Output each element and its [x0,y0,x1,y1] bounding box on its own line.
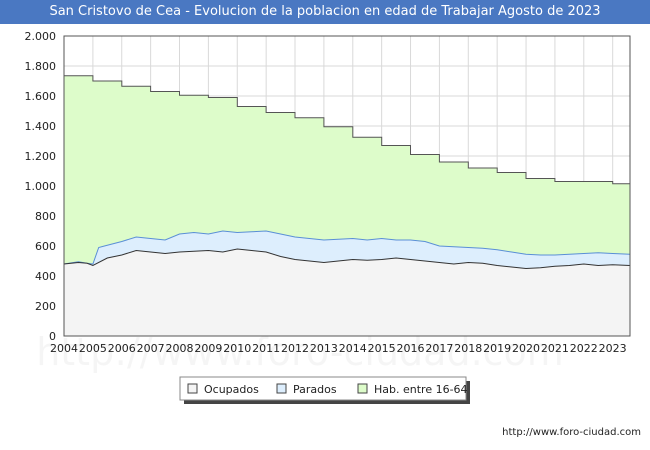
x-tick-label: 2007 [137,342,165,355]
y-tick-label: 1.000 [25,180,57,193]
x-tick-label: 2022 [570,342,598,355]
x-tick-label: 2021 [541,342,569,355]
plot-frame [63,35,631,337]
area-ocupados [64,249,630,336]
x-tick-label: 2009 [194,342,222,355]
y-tick-label: 1.200 [25,150,57,163]
x-tick-label: 2005 [79,342,107,355]
x-tick-label: 2006 [108,342,136,355]
legend-label-hab-entre-16-64: Hab. entre 16-64 [374,383,468,396]
y-tick-label: 2.000 [25,30,57,43]
footer-url: http://www.foro-ciudad.com [502,427,641,438]
x-tick-label: 2004 [50,342,78,355]
y-tick-label: 200 [35,300,56,313]
legend-box [179,376,467,401]
x-tick-label: 2012 [281,342,309,355]
legend-label-ocupados: Ocupados [204,383,259,396]
x-tick-label: 2010 [223,342,251,355]
axis-layer: 0 200 400 600 800 1.000 1.200 1.400 1.600 1.800 2.… [25,30,627,355]
y-tick-label: 1.600 [25,90,57,103]
x-tick-label: 2015 [368,342,396,355]
x-tick-label: 2011 [252,342,280,355]
legend-swatch-parados [276,383,287,394]
x-tick-label: 2014 [339,342,367,355]
legend-items: Ocupados Parados Hab. entre 16-64 [187,383,468,396]
area-layer [63,75,631,337]
y-tick-label: 400 [35,270,56,283]
legend-swatch-hab-entre-16-64 [357,383,368,394]
y-tick-label: 800 [35,210,56,223]
line-parados [63,230,631,265]
y-tick-label: 0 [49,330,56,343]
y-tick-label: 600 [35,240,56,253]
x-tick-label: 2019 [483,342,511,355]
y-tick-label: 1.400 [25,120,57,133]
x-tick-label: 2016 [397,342,425,355]
line-ocupados [63,248,631,270]
x-tick-label: 2023 [599,342,627,355]
x-tick-label: 2013 [310,342,338,355]
legend-label-parados: Parados [293,383,337,396]
x-tick-label: 2008 [166,342,194,355]
x-tick-label: 2020 [512,342,540,355]
line-hab-entre-16-64 [64,75,630,185]
legend-swatch-ocupados [187,383,198,394]
watermark-text: http://www.foro-ciudad.com [36,330,564,374]
chart-title: San Cristovo de Cea - Evolucion de la po… [0,0,650,24]
x-tick-label: 2017 [425,342,453,355]
legend: Ocupados Parados Hab. entre 16-64 [179,376,470,404]
x-tick-label: 2018 [454,342,482,355]
y-tick-label: 1.800 [25,60,57,73]
